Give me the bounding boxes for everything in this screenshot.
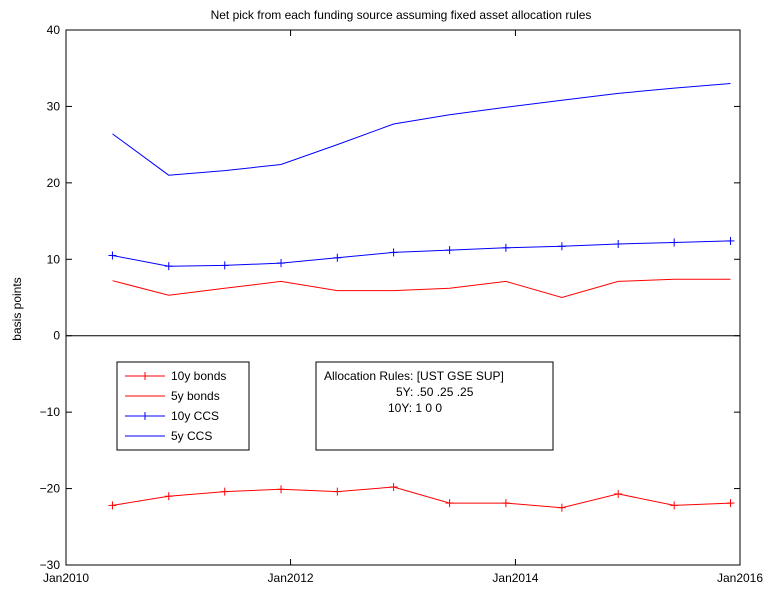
y-tick-label: 0	[53, 329, 60, 343]
y-tick-label: −10	[40, 405, 61, 419]
series-line	[112, 278, 731, 299]
legend-item: 10y CCS	[125, 409, 219, 423]
data-point	[277, 259, 286, 268]
data-point	[277, 485, 286, 494]
y-tick-label: 40	[47, 23, 61, 37]
data-point	[726, 236, 735, 245]
data-point	[670, 238, 679, 247]
data-point	[614, 489, 623, 498]
data-point	[670, 501, 679, 510]
x-tick-label: Jan2012	[268, 571, 314, 585]
legend-label: 10y bonds	[171, 369, 226, 383]
legend-label: 5y bonds	[171, 389, 220, 403]
legend-label: 10y CCS	[171, 409, 219, 423]
legend-item: 5y bonds	[125, 389, 220, 403]
data-point	[726, 499, 735, 508]
series-line	[112, 486, 731, 509]
annotation-box	[315, 361, 554, 451]
data-point	[389, 483, 398, 492]
y-tick-label: 20	[47, 176, 61, 190]
legend-item: 5y CCS	[125, 429, 212, 443]
series-line	[112, 83, 731, 176]
series-line	[112, 240, 731, 267]
x-tick-label: Jan2014	[492, 571, 538, 585]
y-tick-label: 30	[47, 99, 61, 113]
data-point	[445, 499, 454, 508]
data-point	[220, 487, 229, 496]
x-tick-label: Jan2010	[43, 571, 89, 585]
annotation-line: 5Y: .50 .25 .25	[396, 385, 474, 399]
y-tick-label: 10	[47, 252, 61, 266]
data-point	[333, 253, 342, 262]
data-point	[614, 240, 623, 248]
data-point	[333, 487, 342, 496]
legend-label: 5y CCS	[171, 429, 212, 443]
chart-title: Net pick from each funding source assumi…	[211, 8, 592, 22]
data-point	[108, 501, 117, 510]
legend-box	[116, 361, 250, 451]
annotation-line: Allocation Rules: [UST GSE SUP]	[324, 369, 504, 383]
data-point	[164, 262, 173, 271]
legend: 10y bonds 5y bonds 10y CCS 5y CCS	[116, 361, 250, 451]
x-tick-label: Jan2016	[717, 571, 763, 585]
series-5y-bonds	[112, 278, 731, 299]
data-point	[557, 503, 566, 512]
data-point	[445, 246, 454, 255]
series-10y-ccs	[108, 236, 735, 271]
data-point	[164, 492, 173, 501]
data-point	[220, 261, 229, 270]
data-point	[389, 248, 398, 257]
legend-item: 10y bonds	[125, 369, 226, 383]
plot-area: −30 −20 −10 0 10 20 30 40 Jan2010 Jan2012 Jan2014 J…	[40, 23, 764, 585]
series-10y-bonds	[108, 483, 735, 512]
y-tick-label: −20	[40, 482, 61, 496]
y-axis-label: basis points	[10, 277, 24, 340]
axes-box	[65, 29, 741, 566]
data-point	[557, 242, 566, 251]
data-point	[501, 499, 510, 508]
series-5y-ccs	[112, 83, 731, 176]
y-tick-label: −30	[40, 558, 61, 572]
data-point	[501, 243, 510, 252]
annotation: Allocation Rules: [UST GSE SUP] 5Y: .50 .…	[315, 361, 554, 451]
data-point	[108, 251, 117, 260]
annotation-line: 10Y: 1 0 0	[388, 401, 442, 415]
